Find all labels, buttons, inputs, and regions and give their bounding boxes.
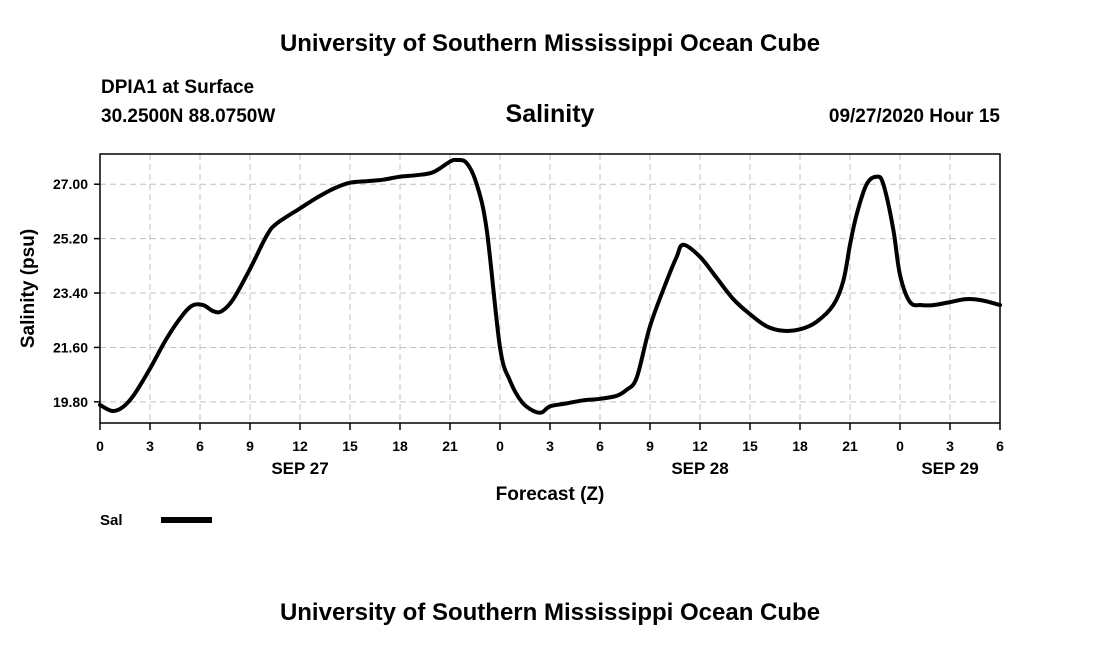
- x-tick-label: 0: [496, 438, 504, 454]
- x-tick-label: 18: [792, 438, 808, 454]
- y-axis-label: Salinity (psu): [18, 229, 39, 348]
- y-tick-label: 27.00: [53, 176, 88, 192]
- x-axis: 0 3 6 9 12 15 18 21 0 3 6 9 12 15 18 21 0 3 6 SEP 27 SEP 28 S…: [96, 423, 1004, 478]
- plot-area: [98, 157, 1002, 415]
- x-tick-label: 12: [692, 438, 708, 454]
- x-tick-label: 12: [292, 438, 308, 454]
- y-tick-label: 23.40: [53, 285, 88, 301]
- station-coordinates: 30.2500N 88.0750W: [101, 106, 276, 127]
- page-title: University of Southern Mississippi Ocean…: [279, 30, 821, 57]
- legend: Sal: [100, 512, 212, 529]
- x-tick-label: 15: [342, 438, 358, 454]
- x-tick-label: 6: [596, 438, 604, 454]
- series-line-salinity: [98, 157, 1002, 415]
- y-tick-label: 25.20: [53, 231, 88, 247]
- x-axis-label: Forecast (Z): [496, 484, 605, 505]
- station-label: DPIA1 at Surface: [101, 77, 255, 98]
- forecast-datetime: 09/27/2020 Hour 15: [828, 106, 1000, 127]
- y-tick-label: 19.80: [53, 394, 88, 410]
- x-tick-label: 3: [946, 438, 954, 454]
- y-axis: 19.80 21.60 23.40 25.20 27.00: [53, 176, 100, 410]
- x-tick-label: 9: [646, 438, 654, 454]
- x-tick-label: 21: [442, 438, 458, 454]
- x-tick-label: 21: [842, 438, 858, 454]
- x-date-label: SEP 28: [671, 459, 728, 478]
- x-date-label: SEP 29: [921, 459, 978, 478]
- x-tick-label: 15: [742, 438, 758, 454]
- x-tick-label: 3: [146, 438, 154, 454]
- x-tick-label: 3: [546, 438, 554, 454]
- y-tick-label: 21.60: [53, 339, 88, 355]
- x-tick-label: 0: [896, 438, 904, 454]
- x-tick-label: 9: [246, 438, 254, 454]
- x-tick-label: 6: [196, 438, 204, 454]
- x-tick-label: 6: [996, 438, 1004, 454]
- x-date-label: SEP 27: [271, 459, 328, 478]
- chart-title: Salinity: [505, 100, 595, 128]
- x-tick-label: 0: [96, 438, 104, 454]
- x-tick-label: 18: [392, 438, 408, 454]
- footer-title: University of Southern Mississippi Ocean…: [279, 599, 821, 626]
- grid-lines: [100, 154, 1000, 423]
- legend-label: Sal: [100, 512, 123, 529]
